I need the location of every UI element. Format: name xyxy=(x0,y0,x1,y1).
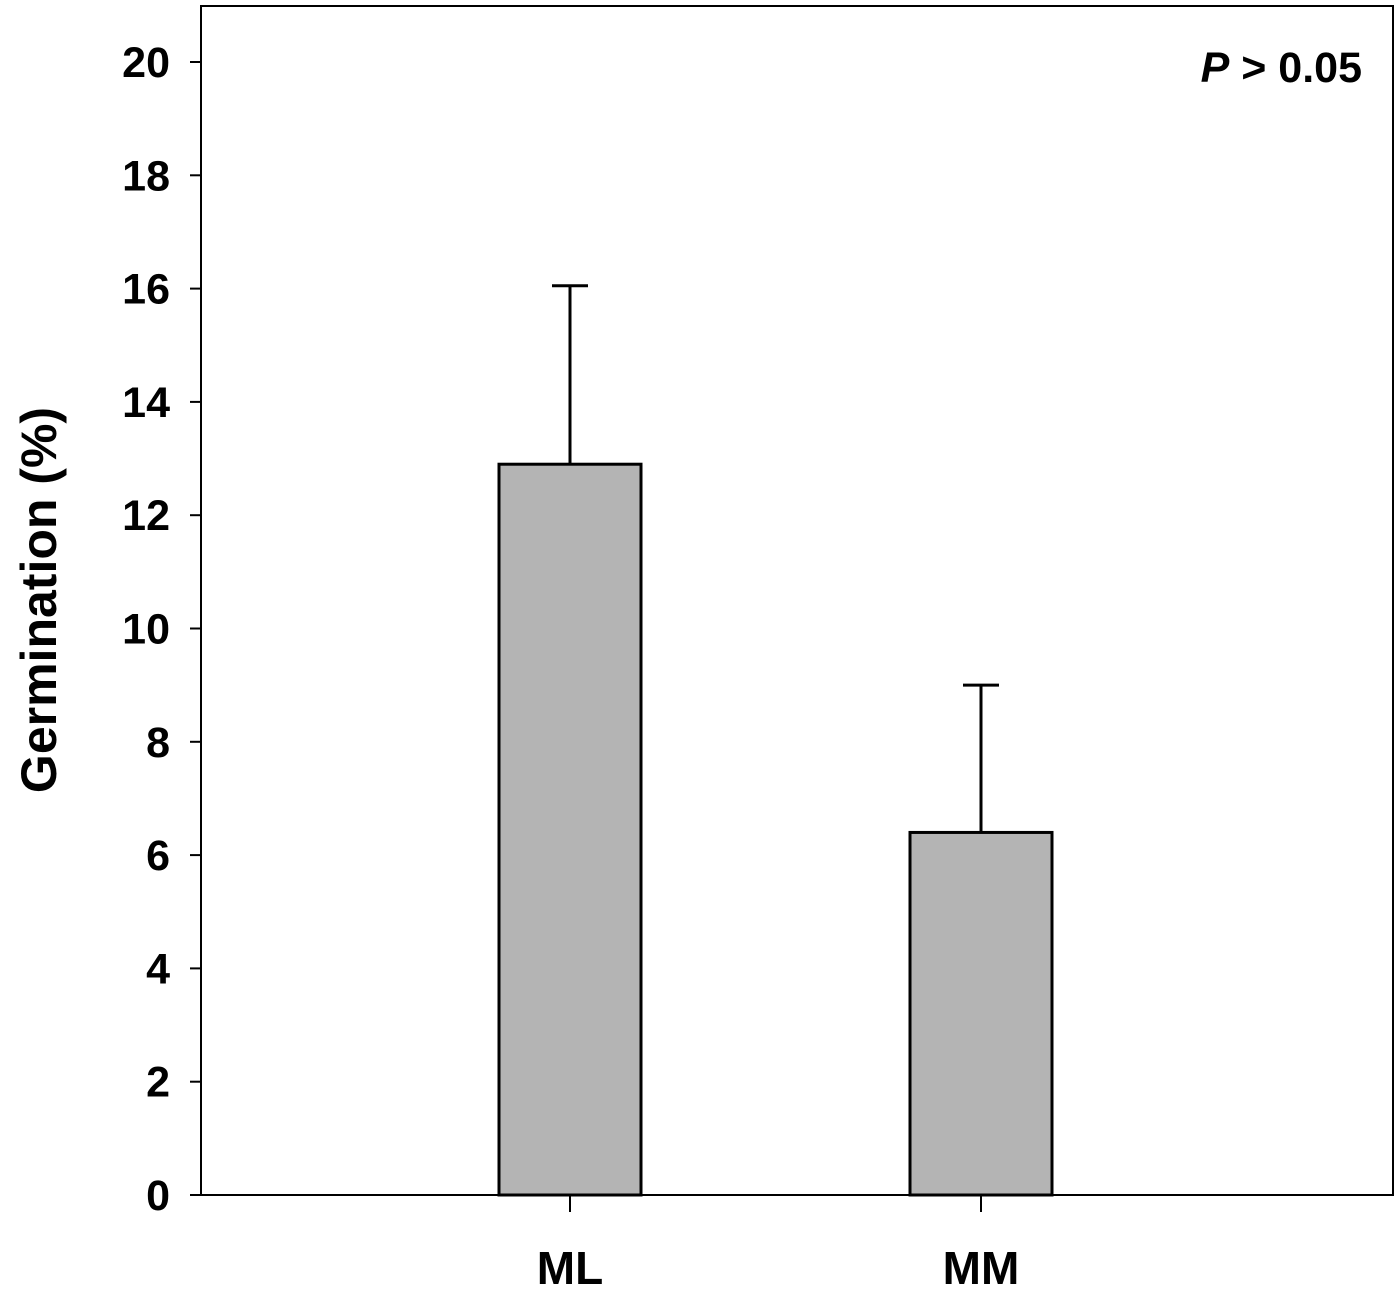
p-value-annotation: P > 0.05 xyxy=(1201,44,1362,92)
x-axis: ML MM xyxy=(537,1195,1020,1294)
y-tick-label: 18 xyxy=(122,152,170,200)
x-tick-label: ML xyxy=(537,1242,603,1292)
y-tick-label: 16 xyxy=(122,266,170,314)
plot-frame xyxy=(200,5,1394,1196)
bar-mm xyxy=(908,830,1054,1197)
y-tick-label: 20 xyxy=(122,39,170,87)
x-tick-label: MM xyxy=(943,1242,1020,1292)
y-tick-label: 8 xyxy=(146,719,170,767)
y-tick-label: 2 xyxy=(146,1059,170,1107)
y-tick-label: 12 xyxy=(122,492,170,540)
bar-ml xyxy=(497,462,643,1197)
y-tick-label: 0 xyxy=(146,1172,170,1220)
y-tick-label: 10 xyxy=(122,606,170,654)
y-tick-label: 14 xyxy=(122,379,170,427)
bars xyxy=(497,284,1054,1197)
y-axis: 0 2 4 6 8 10 12 14 16 18 20 xyxy=(122,39,201,1220)
y-axis-label: Germination (%) xyxy=(11,407,67,793)
y-tick-label: 4 xyxy=(146,945,170,993)
y-tick-label: 6 xyxy=(146,832,170,880)
